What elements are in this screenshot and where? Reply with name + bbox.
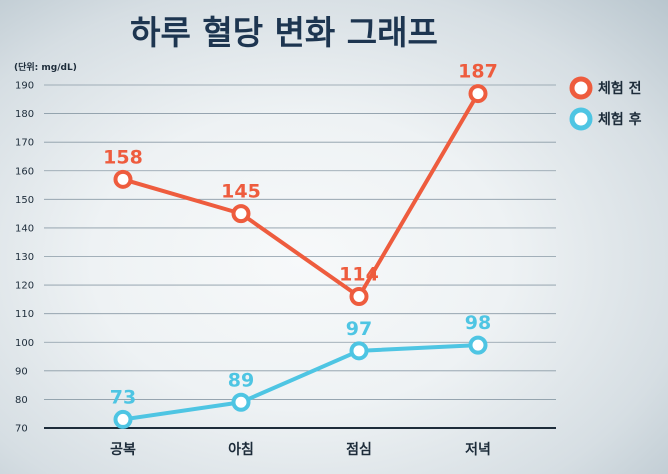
y-tick-label: 190 xyxy=(15,81,34,92)
y-tick-label: 120 xyxy=(15,281,34,292)
data-label: 89 xyxy=(228,369,254,391)
data-point xyxy=(231,392,251,412)
y-axis-unit-label: (단위: mg/dL) xyxy=(14,61,77,73)
legend-marker xyxy=(569,107,593,131)
data-label: 98 xyxy=(465,312,491,334)
data-point xyxy=(468,84,488,104)
y-tick-label: 110 xyxy=(15,309,34,320)
data-label: 145 xyxy=(221,181,261,203)
series-lines: 158 145 114 187 73 89 97 98 xyxy=(103,61,498,429)
y-tick-label: 140 xyxy=(15,223,34,234)
data-point xyxy=(113,169,133,189)
legend-label: 체험 후 xyxy=(598,111,642,128)
y-tick-label: 160 xyxy=(15,166,34,177)
y-tick-label: 170 xyxy=(15,138,34,149)
y-tick-label: 100 xyxy=(15,338,34,349)
data-label: 187 xyxy=(458,61,498,83)
y-axis-ticks: 70 80 90 100 110 120 130 140 150 160 170 180 190 xyxy=(15,81,34,435)
x-category-label: 저녁 xyxy=(465,442,491,458)
y-tick-label: 180 xyxy=(15,109,34,120)
y-tick-label: 70 xyxy=(15,424,28,435)
x-category-label: 점심 xyxy=(346,441,372,458)
y-tick-label: 90 xyxy=(15,366,28,377)
data-point xyxy=(349,341,369,361)
legend-label: 체험 전 xyxy=(598,80,642,97)
data-point xyxy=(349,287,369,307)
series-line xyxy=(121,343,480,422)
x-axis-categories: 공복 아침 점심 저녁 xyxy=(110,441,491,458)
y-tick-label: 80 xyxy=(15,395,28,406)
x-category-label: 공복 xyxy=(110,442,136,458)
data-point xyxy=(231,204,251,224)
legend-marker xyxy=(569,76,593,100)
x-category-label: 아침 xyxy=(228,441,254,458)
data-label: 114 xyxy=(339,264,379,286)
data-label: 73 xyxy=(110,386,136,408)
series-line xyxy=(121,91,480,299)
y-tick-label: 150 xyxy=(15,195,34,206)
data-label: 97 xyxy=(346,318,372,340)
legend: 체험 전체험 후 xyxy=(569,76,642,131)
data-point xyxy=(113,409,133,429)
data-label: 158 xyxy=(103,146,143,168)
grid-lines xyxy=(44,84,556,429)
data-point xyxy=(468,335,488,355)
chart-title: 하루 혈당 변화 그래프 xyxy=(130,13,438,52)
y-tick-label: 130 xyxy=(15,252,34,263)
